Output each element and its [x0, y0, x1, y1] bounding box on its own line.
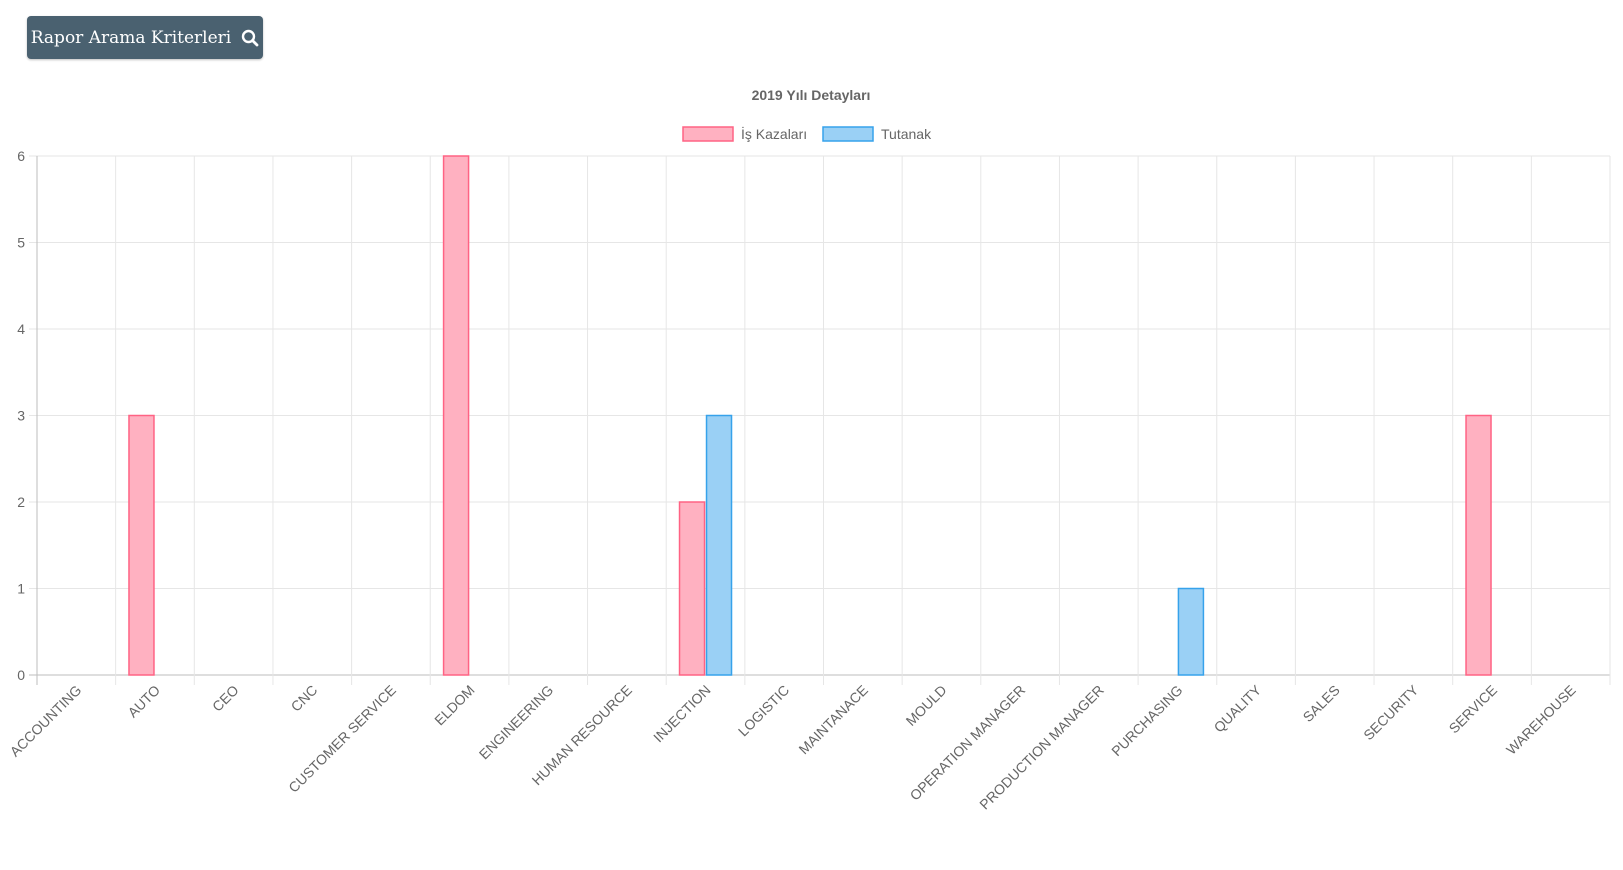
x-tick-label: MAINTANACE — [795, 682, 870, 757]
x-tick-label: ELDOM — [431, 682, 478, 729]
x-tick-label: MOULD — [903, 682, 950, 729]
x-tick-label: QUALITY — [1211, 681, 1265, 735]
y-tick-label: 6 — [17, 148, 25, 164]
bar — [1465, 414, 1492, 676]
bar — [442, 155, 470, 676]
x-tick-label: SECURITY — [1360, 681, 1422, 743]
legend-label: İş Kazaları — [741, 125, 807, 142]
search-icon — [241, 29, 259, 47]
x-tick-label: ENGINEERING — [476, 682, 557, 763]
legend-swatch — [682, 126, 734, 142]
x-tick-label: INJECTION — [650, 682, 714, 746]
y-tick-label: 3 — [17, 408, 25, 424]
y-tick-label: 2 — [17, 494, 25, 510]
bar — [678, 501, 706, 676]
report-search-label: Rapor Arama Kriterleri — [30, 27, 232, 48]
y-tick-label: 1 — [17, 581, 25, 597]
x-tick-label: ACCOUNTING — [7, 682, 85, 760]
x-tick-label: PURCHASING — [1108, 682, 1185, 759]
bar-chart: 2019 Yılı Detayları İş Kazaları Tutanak 0… — [7, 87, 1611, 813]
y-tick-label: 0 — [17, 667, 25, 683]
legend-label: Tutanak — [881, 126, 932, 142]
x-tick-label: CEO — [209, 682, 242, 715]
x-tick-label: CNC — [288, 682, 321, 715]
bar — [128, 414, 155, 676]
x-tick-label: SERVICE — [1446, 682, 1501, 737]
chart-title: 2019 Yılı Detayları — [752, 87, 871, 103]
x-tick-label: PRODUCTION MANAGER — [976, 682, 1107, 813]
bar — [705, 414, 733, 676]
y-tick-label: 5 — [17, 235, 25, 251]
x-tick-label: SALES — [1300, 682, 1343, 725]
x-tick-label: LOGISTIC — [735, 682, 793, 740]
x-tick-label: WAREHOUSE — [1503, 682, 1579, 758]
y-tick-label: 4 — [17, 321, 25, 337]
legend-swatch — [822, 126, 874, 142]
report-search-button[interactable]: Rapor Arama Kriterleri — [27, 16, 263, 59]
x-tick-label: AUTO — [124, 682, 163, 721]
bar — [1177, 587, 1205, 676]
